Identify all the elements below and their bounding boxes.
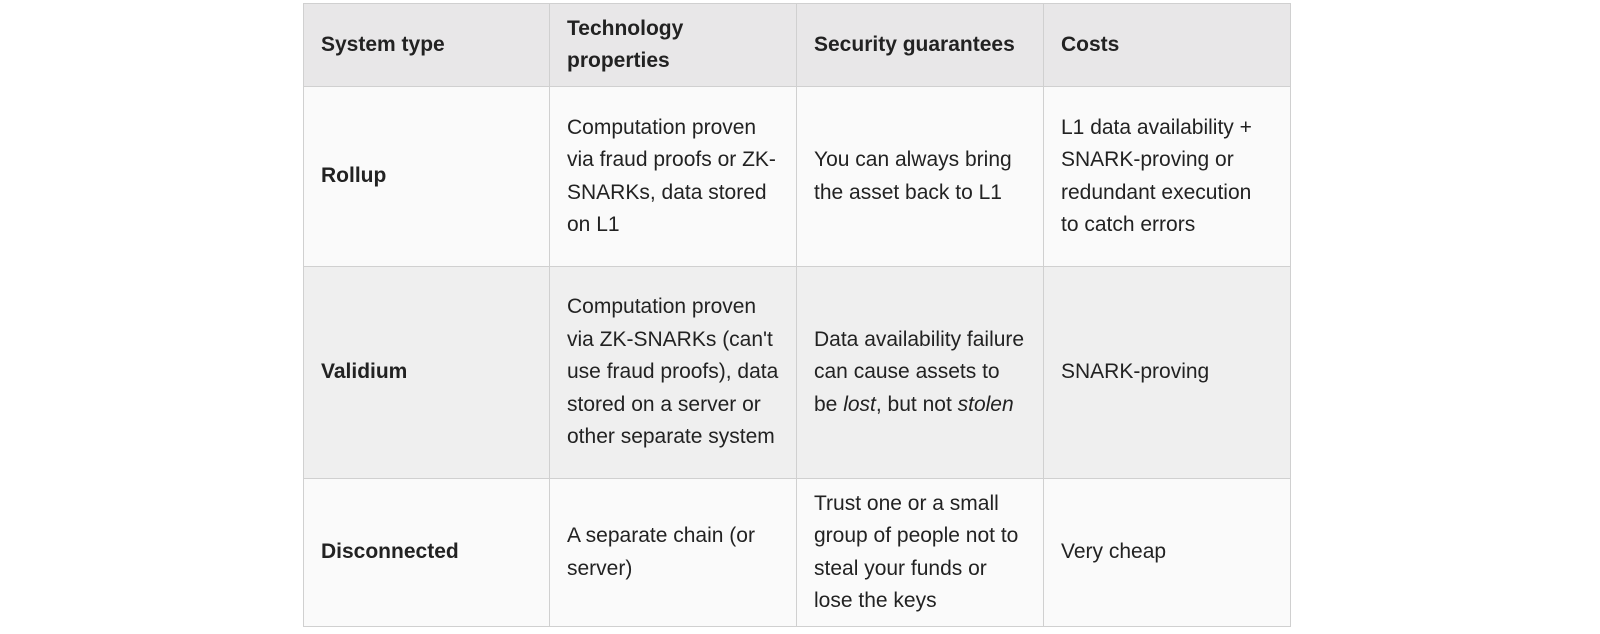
header-system-type: System type	[303, 3, 550, 87]
technology-cell: Computation proven via fraud proofs or Z…	[549, 86, 797, 267]
security-cell: Trust one or a small group of people not…	[796, 478, 1044, 627]
table-header: System type Technology properties Securi…	[303, 3, 1291, 87]
header-technology-properties: Technology properties	[549, 3, 797, 87]
system-type-cell: Disconnected	[303, 478, 550, 627]
table-row: Validium Computation proven via ZK-SNARK…	[303, 266, 1291, 479]
system-type-cell: Rollup	[303, 86, 550, 267]
costs-cell: SNARK-proving	[1043, 266, 1291, 479]
emphasis-lost: lost	[843, 392, 876, 416]
technology-cell: Computation proven via ZK-SNARKs (can't …	[549, 266, 797, 479]
security-text-part: , but not	[875, 392, 958, 416]
emphasis-stolen: stolen	[957, 392, 1014, 416]
comparison-table: System type Technology properties Securi…	[303, 3, 1291, 627]
technology-cell: A separate chain (or server)	[549, 478, 797, 627]
costs-cell: Very cheap	[1043, 478, 1291, 627]
security-cell: You can always bring the asset back to L…	[796, 86, 1044, 267]
table-row: Disconnected A separate chain (or server…	[303, 478, 1291, 627]
costs-cell: L1 data availability + SNARK-proving or …	[1043, 86, 1291, 267]
header-security-guarantees: Security guarantees	[796, 3, 1044, 87]
security-text-part: Data availability failure can cause asse…	[814, 327, 1025, 416]
header-costs: Costs	[1043, 3, 1291, 87]
security-cell: Data availability failure can cause asse…	[796, 266, 1044, 479]
table-row: Rollup Computation proven via fraud proo…	[303, 86, 1291, 267]
system-type-cell: Validium	[303, 266, 550, 479]
header-row: System type Technology properties Securi…	[303, 3, 1291, 87]
table-body: Rollup Computation proven via fraud proo…	[303, 86, 1291, 627]
